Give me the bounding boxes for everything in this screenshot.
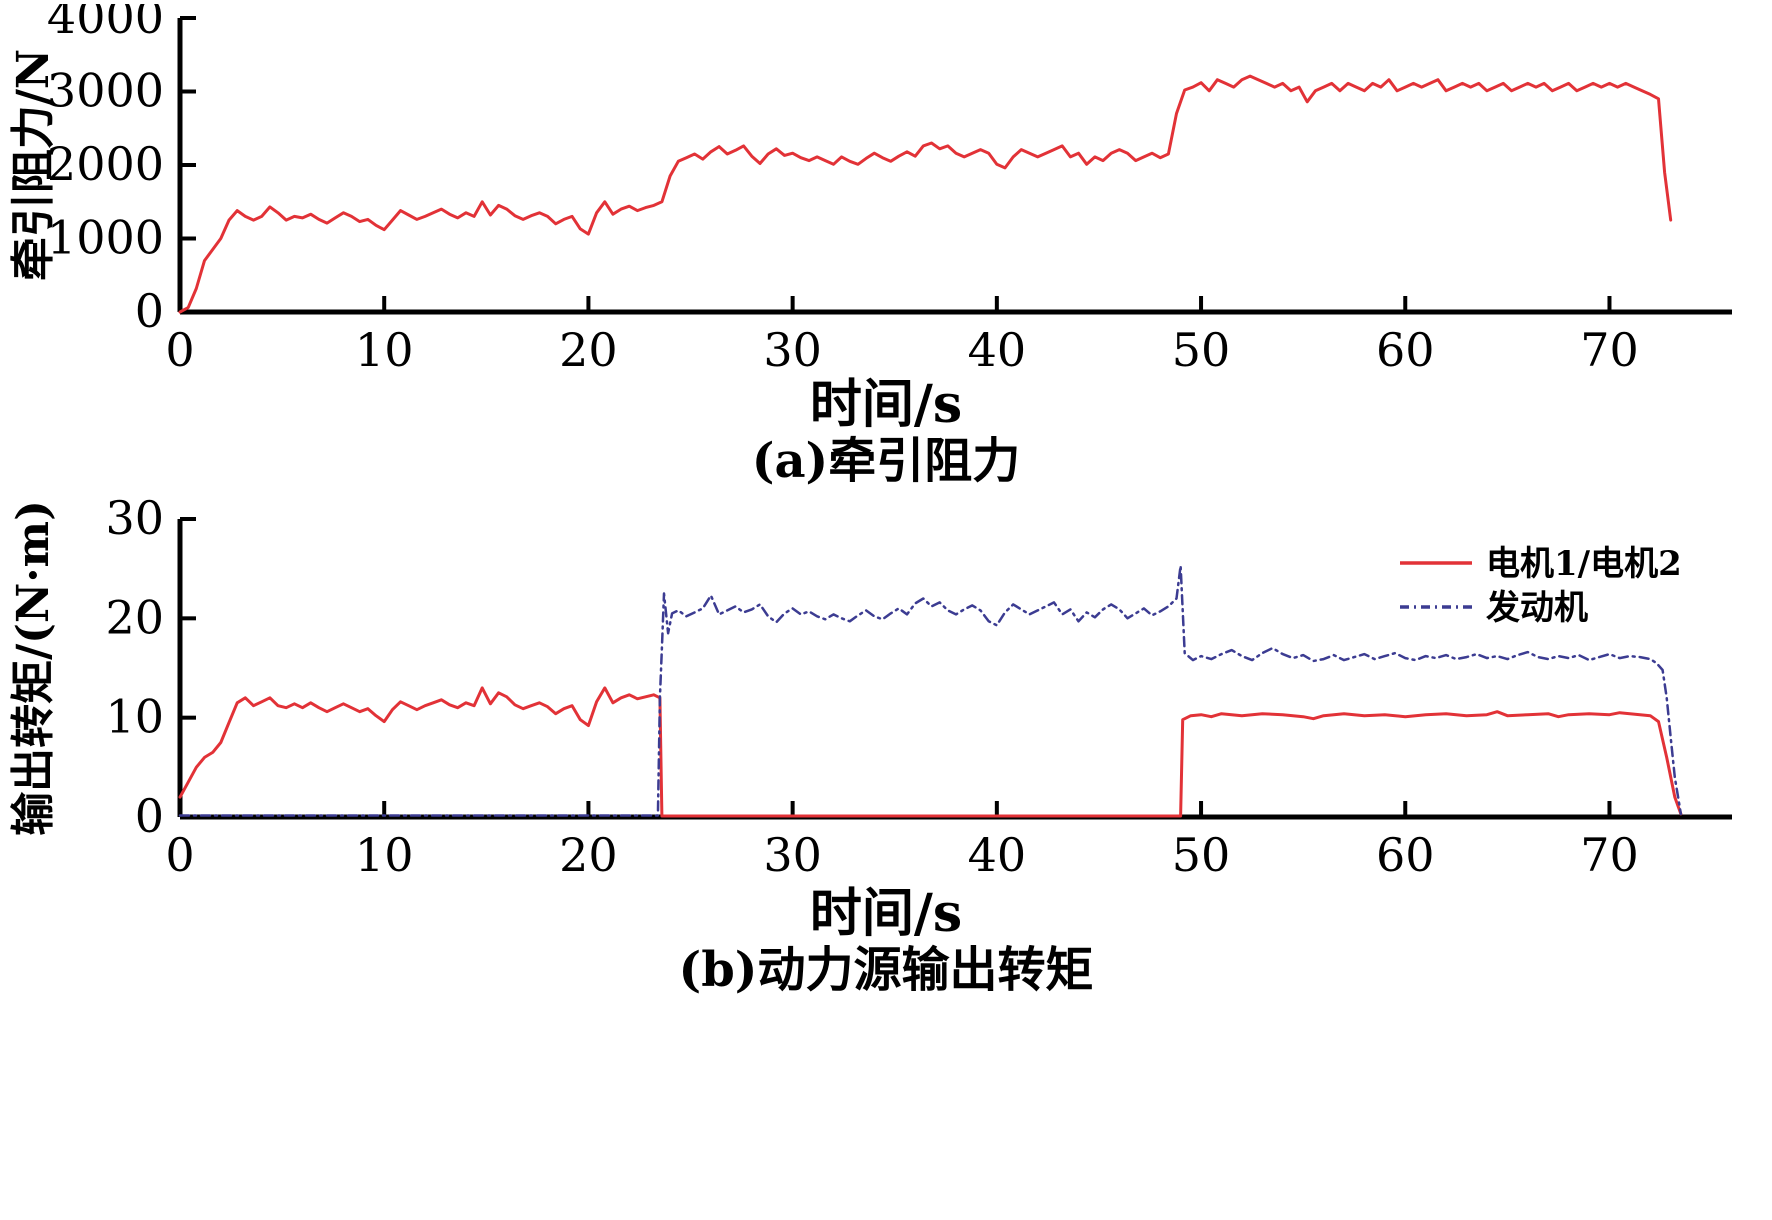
x-tick-label: 10 bbox=[355, 828, 414, 882]
chart-a-block: 0 1000 2000 3000 4000 0 10 20 30 40 50 60 70 牵引阻力/N 时… bbox=[0, 4, 1772, 487]
x-tick-label: 50 bbox=[1172, 828, 1231, 882]
x-tick-label: 30 bbox=[763, 828, 822, 882]
figure: 0 1000 2000 3000 4000 0 10 20 30 40 50 60 70 牵引阻力/N 时… bbox=[0, 4, 1772, 996]
legend-label: 电机1/电机2 bbox=[1486, 544, 1682, 584]
x-tick-label: 0 bbox=[165, 323, 194, 377]
x-tick-label: 60 bbox=[1376, 828, 1435, 882]
chart-a-title: (a)牵引阻力 bbox=[751, 432, 1021, 489]
x-tick-label: 50 bbox=[1172, 323, 1231, 377]
chart-a-plot: 0 1000 2000 3000 4000 0 10 20 30 40 50 60 70 牵引阻力/N bbox=[8, 4, 1732, 377]
chart-b-block: 0 10 20 30 0 10 20 30 40 50 60 70 输出转矩/(N·m) 电机1/电机2 发… bbox=[0, 493, 1772, 996]
x-tick-label: 0 bbox=[165, 828, 194, 882]
y-tick-label: 10 bbox=[105, 690, 164, 744]
x-tick-label: 10 bbox=[355, 323, 414, 377]
y-tick-label: 0 bbox=[135, 284, 164, 338]
x-tick-label: 20 bbox=[559, 828, 618, 882]
x-tick-label: 40 bbox=[968, 828, 1027, 882]
x-tick-label: 30 bbox=[763, 323, 822, 377]
x-tick-label: 70 bbox=[1580, 323, 1639, 377]
chart-b-plot: 0 10 20 30 0 10 20 30 40 50 60 70 输出转矩/(N·m) 电机1/电机2发… bbox=[8, 493, 1732, 882]
series-line-solid bbox=[178, 686, 1683, 818]
y-tick-label: 20 bbox=[105, 591, 164, 645]
y-tick-label: 30 bbox=[105, 493, 164, 545]
x-tick-label: 20 bbox=[559, 323, 618, 377]
y-tick-label: 4000 bbox=[47, 4, 164, 44]
x-tick-label: 40 bbox=[968, 323, 1027, 377]
chart-a-xlabel: 时间/s bbox=[809, 374, 963, 435]
legend-label: 发动机 bbox=[1486, 588, 1588, 628]
y-tick-label: 2000 bbox=[47, 137, 164, 191]
y-axis-label: 牵引阻力/N bbox=[8, 49, 59, 281]
y-axis-label: 输出转矩/(N·m) bbox=[8, 500, 59, 836]
series-line-dashdot bbox=[178, 564, 1683, 818]
y-tick-label: 3000 bbox=[47, 64, 164, 118]
series-line-solid bbox=[178, 74, 1673, 314]
y-tick-label: 1000 bbox=[47, 211, 164, 265]
x-tick-label: 70 bbox=[1580, 828, 1639, 882]
y-tick-label: 0 bbox=[135, 789, 164, 843]
chart-b-xlabel: 时间/s bbox=[809, 883, 963, 945]
chart-b-title: (b)动力源输出转矩 bbox=[678, 941, 1094, 998]
x-tick-label: 60 bbox=[1376, 323, 1435, 377]
